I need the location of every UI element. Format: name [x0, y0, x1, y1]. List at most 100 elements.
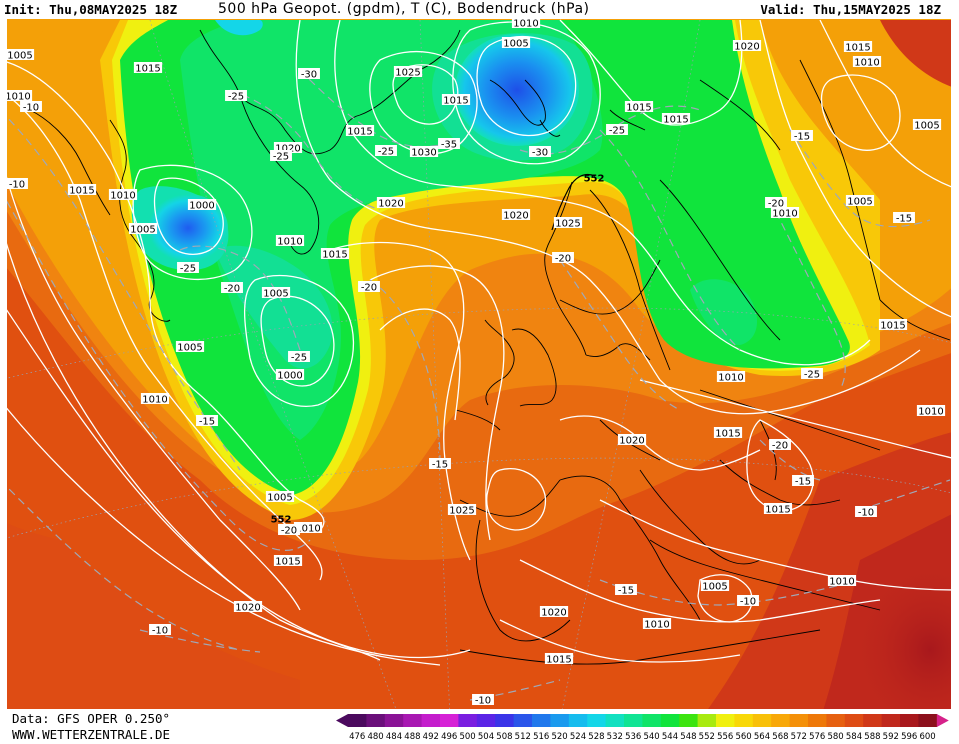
- legend-swatch: [789, 714, 809, 727]
- temperature-label: -10: [855, 506, 877, 519]
- pressure-label-box: [624, 101, 654, 112]
- temperature-label-box: [606, 124, 628, 135]
- pressure-label-text: 1015: [347, 127, 372, 138]
- pressure-label-text: 1010: [142, 395, 167, 406]
- pressure-label-box: [409, 146, 439, 157]
- legend-tick-label: 484: [386, 732, 402, 740]
- pressure-label-text: 1000: [189, 201, 214, 212]
- temperature-label: -25: [225, 90, 247, 103]
- legend-swatch: [532, 714, 551, 727]
- legend-tick-label: 536: [625, 732, 641, 740]
- temperature-label-box: [358, 281, 380, 292]
- pressure-label-box: [539, 606, 569, 617]
- pressure-label-text: 1005: [847, 197, 872, 208]
- temperature-label-box: [288, 351, 310, 362]
- temperature-label-text: -20: [768, 199, 784, 210]
- pressure-label-box: [732, 40, 762, 51]
- temperature-label: -15: [791, 130, 813, 143]
- pressure-label-box: [852, 56, 882, 67]
- legend-tick-label: 520: [551, 732, 567, 740]
- temperature-label: -20: [769, 439, 791, 452]
- website-text: WWW.WETTERZENTRALE.DE: [12, 727, 171, 742]
- temperature-label-text: -15: [618, 586, 634, 597]
- temperature-label-box: [7, 178, 28, 189]
- pressure-label-box: [511, 19, 541, 28]
- geopotential-label-text: 552: [271, 515, 292, 526]
- pressure-label-box: [275, 235, 305, 246]
- pressure-label-text: 1015: [546, 655, 571, 666]
- pressure-label-box: [642, 618, 672, 629]
- pressure-label: 1015: [67, 184, 97, 197]
- map-canvas: 1005 1015 1010 1010 1015 1000 1005 1020 1010 1015…: [7, 19, 951, 709]
- pressure-label-box: [275, 369, 305, 380]
- pressure-label-text: 1015: [663, 115, 688, 126]
- legend-swatch: [403, 714, 423, 727]
- legend-swatch: [458, 714, 478, 727]
- pressure-label: 1010: [916, 405, 946, 418]
- header-bar: Init: Thu,08MAY2025 18Z 500 hPa Geopot. …: [0, 0, 959, 19]
- pressure-label: 1020: [273, 142, 303, 155]
- pressure-label-text: 1010: [644, 620, 669, 631]
- weather-map[interactable]: 1005 1015 1010 1010 1015 1000 1005 1020 1010 1015…: [7, 19, 951, 709]
- pressure-label: 1020: [539, 606, 569, 619]
- temperature-label-box: [375, 145, 397, 156]
- pressure-label-text: 1010: [718, 373, 743, 384]
- legend-tick-label: 560: [735, 732, 751, 740]
- pressure-label-box: [878, 319, 908, 330]
- temperature-label: -15: [792, 475, 814, 488]
- pressure-label-box: [67, 184, 97, 195]
- pressure-label-box: [175, 341, 205, 352]
- pressure-label-text: 1020: [734, 42, 759, 53]
- pressure-label-text: 1010: [854, 58, 879, 69]
- legend-right-arrow: [936, 714, 949, 727]
- color-legend: 476 480 484 488 492 496 500 504 508 512 516 520 524 5…: [336, 714, 956, 742]
- pressure-label-text: 1025: [555, 219, 580, 230]
- temperature-label-box: [552, 252, 574, 263]
- temperature-label-box: [765, 197, 787, 208]
- temperature-label: -20: [221, 282, 243, 295]
- pressure-label-box: [320, 248, 350, 259]
- temperature-label-text: -10: [152, 626, 168, 637]
- pressure-label-box: [501, 37, 531, 48]
- svalbard-low: [455, 34, 579, 146]
- temperature-label-text: -25: [228, 92, 244, 103]
- temperature-label-text: -10: [858, 508, 874, 519]
- legend-swatch: [605, 714, 625, 727]
- legend-tick-label: 556: [717, 732, 733, 740]
- greenland-low: [148, 194, 228, 262]
- legend-swatch: [918, 714, 938, 727]
- pressure-label: 1010: [275, 235, 305, 248]
- temperature-label: -10: [20, 101, 42, 114]
- temperature-label-box: [298, 68, 320, 79]
- legend-swatch: [900, 714, 919, 727]
- pressure-label: 1020: [501, 209, 531, 222]
- pressure-label: 1015: [661, 113, 691, 126]
- legend-swatch: [550, 714, 570, 727]
- legend-swatch: [384, 714, 404, 727]
- pressure-label-text: 1015: [715, 429, 740, 440]
- pressure-label: 1010: [642, 618, 672, 631]
- pressure-label: 1020: [617, 434, 647, 447]
- legend-tick-label: 588: [864, 732, 880, 740]
- pressure-label-text: 1015: [845, 43, 870, 54]
- pressure-label: 1015: [624, 101, 654, 114]
- legend-tick-label: 564: [754, 732, 770, 740]
- pressure-label-box: [501, 209, 531, 220]
- legend-swatch: [808, 714, 827, 727]
- temperature-label-text: -25: [180, 264, 196, 275]
- pressure-label-box: [617, 434, 647, 445]
- legend-tick-label: 492: [423, 732, 439, 740]
- pressure-label-text: 1020: [378, 199, 403, 210]
- pressure-label-box: [553, 217, 583, 228]
- pressure-label-box: [770, 207, 800, 218]
- legend-swatch: [642, 714, 662, 727]
- pressure-label: 1005: [912, 119, 942, 132]
- pressure-label-text: 1005: [130, 225, 155, 236]
- pressure-label-text: 1015: [443, 96, 468, 107]
- legend-tick-label: 552: [699, 732, 715, 740]
- pressure-label-box: [716, 371, 746, 382]
- pressure-label-box: [345, 125, 375, 136]
- pressure-label: 1015: [843, 41, 873, 54]
- temperature-label-box: [177, 262, 199, 273]
- legend-swatch: [716, 714, 735, 727]
